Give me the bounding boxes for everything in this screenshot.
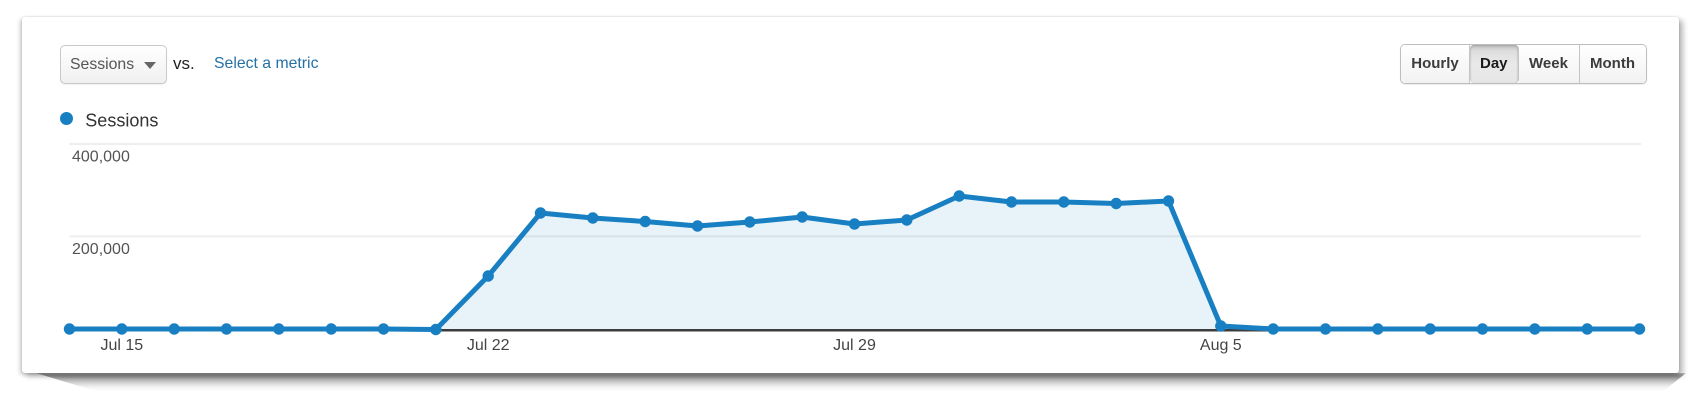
- svg-text:Jul 29: Jul 29: [833, 337, 876, 354]
- svg-text:200,000: 200,000: [72, 241, 130, 258]
- svg-text:Jul 22: Jul 22: [467, 337, 510, 354]
- svg-text:400,000: 400,000: [72, 149, 130, 166]
- svg-text:Aug 5: Aug 5: [1200, 337, 1242, 354]
- svg-text:Jul 15: Jul 15: [100, 337, 143, 354]
- svg-text:Sessions: Sessions: [85, 111, 158, 131]
